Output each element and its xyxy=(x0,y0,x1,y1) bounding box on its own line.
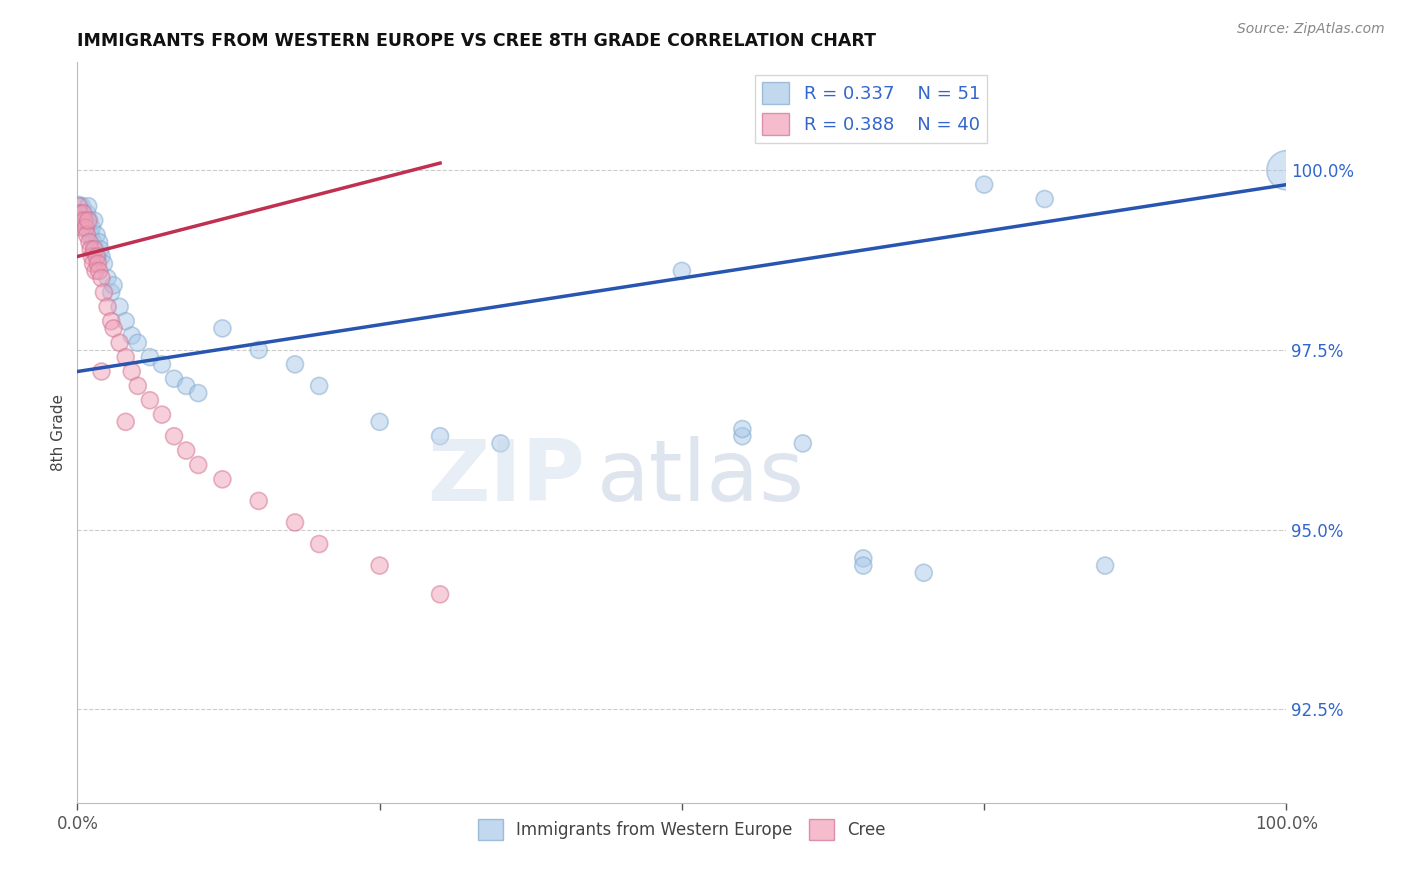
Text: Source: ZipAtlas.com: Source: ZipAtlas.com xyxy=(1237,22,1385,37)
Point xyxy=(93,285,115,300)
Point xyxy=(912,566,935,580)
Point xyxy=(284,357,307,371)
Point xyxy=(247,494,270,508)
Point xyxy=(67,199,90,213)
Point xyxy=(90,271,112,285)
Point xyxy=(72,206,94,220)
Point xyxy=(108,300,131,314)
Point xyxy=(127,335,149,350)
Legend: Immigrants from Western Europe, Cree: Immigrants from Western Europe, Cree xyxy=(471,813,893,847)
Point xyxy=(103,278,125,293)
Point xyxy=(731,429,754,443)
Point xyxy=(103,321,125,335)
Point xyxy=(1275,163,1298,178)
Point xyxy=(76,227,98,242)
Point xyxy=(77,213,100,227)
Point xyxy=(87,250,110,264)
Point xyxy=(247,343,270,357)
Point xyxy=(731,422,754,436)
Point xyxy=(73,213,96,227)
Point xyxy=(163,372,186,386)
Point xyxy=(139,350,162,364)
Point xyxy=(86,227,108,242)
Point xyxy=(76,206,98,220)
Point xyxy=(308,537,330,551)
Point xyxy=(308,379,330,393)
Point xyxy=(114,415,136,429)
Point xyxy=(100,285,122,300)
Point xyxy=(121,328,143,343)
Point xyxy=(973,178,995,192)
Point xyxy=(84,243,107,257)
Point xyxy=(211,321,233,335)
Point xyxy=(96,271,118,285)
Text: ZIP: ZIP xyxy=(427,435,585,518)
Point xyxy=(79,213,101,227)
Point xyxy=(93,257,115,271)
Point xyxy=(114,350,136,364)
Point xyxy=(174,379,197,393)
Point xyxy=(82,257,104,271)
Point xyxy=(187,458,209,472)
Point xyxy=(80,250,103,264)
Point xyxy=(852,551,875,566)
Point xyxy=(77,199,100,213)
Point xyxy=(84,264,107,278)
Point xyxy=(72,206,94,220)
Point xyxy=(368,558,391,573)
Point xyxy=(1033,192,1056,206)
Point xyxy=(83,243,105,257)
Point xyxy=(139,393,162,408)
Point xyxy=(121,365,143,379)
Point xyxy=(79,227,101,242)
Text: atlas: atlas xyxy=(598,435,806,518)
Point xyxy=(489,436,512,450)
Point xyxy=(150,408,173,422)
Point xyxy=(87,235,110,249)
Point xyxy=(114,314,136,328)
Point xyxy=(67,199,90,213)
Point xyxy=(96,300,118,314)
Point xyxy=(127,379,149,393)
Point xyxy=(79,243,101,257)
Point xyxy=(671,264,693,278)
Point xyxy=(70,199,93,213)
Point xyxy=(86,250,108,264)
Point xyxy=(69,206,91,220)
Point xyxy=(284,516,307,530)
Point xyxy=(429,429,451,443)
Point xyxy=(368,415,391,429)
Point xyxy=(70,213,93,227)
Point xyxy=(100,314,122,328)
Point xyxy=(1094,558,1116,573)
Point xyxy=(792,436,814,450)
Point xyxy=(75,220,97,235)
Point xyxy=(150,357,173,371)
Point xyxy=(174,443,197,458)
Point xyxy=(82,235,104,249)
Point xyxy=(87,257,110,271)
Point xyxy=(852,558,875,573)
Point xyxy=(73,213,96,227)
Point xyxy=(69,206,91,220)
Point xyxy=(83,213,105,227)
Point xyxy=(90,365,112,379)
Point xyxy=(187,386,209,401)
Point xyxy=(70,220,93,235)
Text: IMMIGRANTS FROM WESTERN EUROPE VS CREE 8TH GRADE CORRELATION CHART: IMMIGRANTS FROM WESTERN EUROPE VS CREE 8… xyxy=(77,32,876,50)
Point xyxy=(75,220,97,235)
Point xyxy=(87,264,110,278)
Point xyxy=(163,429,186,443)
Point xyxy=(211,472,233,486)
Y-axis label: 8th Grade: 8th Grade xyxy=(51,394,66,471)
Point xyxy=(80,220,103,235)
Point xyxy=(429,587,451,601)
Point xyxy=(89,243,111,257)
Point xyxy=(79,235,101,249)
Point xyxy=(70,213,93,227)
Point xyxy=(90,250,112,264)
Point xyxy=(108,335,131,350)
